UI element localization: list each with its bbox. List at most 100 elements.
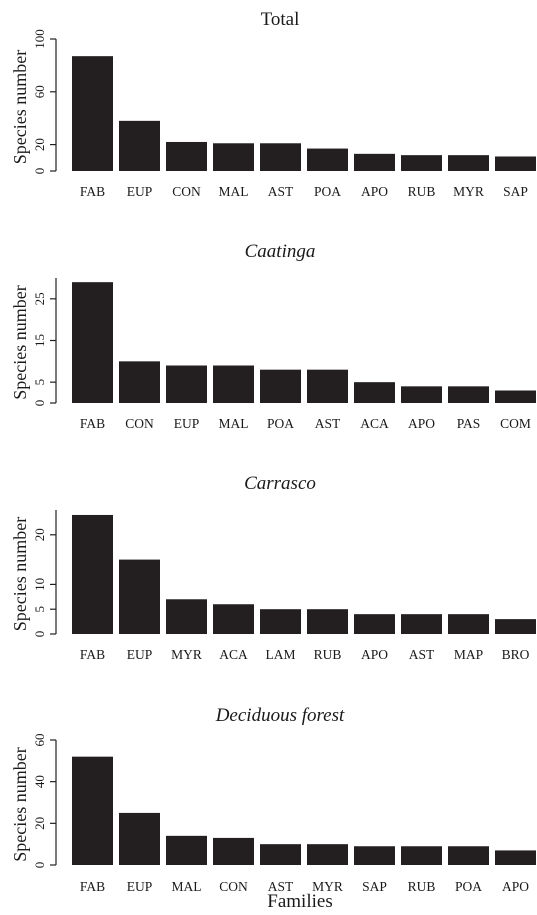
category-label: MYR xyxy=(171,647,202,662)
y-axis-label: Species number xyxy=(10,747,30,861)
bar-com xyxy=(495,390,536,403)
category-label: ACA xyxy=(360,416,389,431)
chart-title: Caatinga xyxy=(244,241,316,262)
category-label: ACA xyxy=(219,647,248,662)
y-tick-label: 0 xyxy=(32,631,47,638)
category-label: APO xyxy=(361,184,388,199)
bar-fab xyxy=(72,756,113,865)
bar-sap xyxy=(354,846,395,865)
bar-con xyxy=(213,837,254,865)
y-axis-label: Species number xyxy=(10,517,30,631)
bar-ast xyxy=(307,369,348,403)
bar-eup xyxy=(119,812,160,865)
category-label: EUP xyxy=(127,647,153,662)
bar-eup xyxy=(119,120,160,171)
bar-myr xyxy=(166,599,207,634)
category-label: SAP xyxy=(503,184,528,199)
category-label: CON xyxy=(172,184,201,199)
y-tick-label: 20 xyxy=(32,528,47,541)
category-label: MAL xyxy=(172,879,202,894)
category-label: POA xyxy=(314,184,341,199)
bar-map xyxy=(448,614,489,634)
y-tick-label: 60 xyxy=(32,734,47,747)
category-label: EUP xyxy=(174,416,200,431)
bar-ast xyxy=(401,614,442,634)
category-label: APO xyxy=(502,879,529,894)
category-label: FAB xyxy=(80,647,105,662)
chart-title: Total xyxy=(260,9,300,30)
bar-poa xyxy=(307,148,348,171)
category-label: MYR xyxy=(453,184,484,199)
bar-poa xyxy=(448,846,489,865)
bar-eup xyxy=(119,559,160,634)
category-label: POA xyxy=(267,416,294,431)
bar-myr xyxy=(307,844,348,865)
category-label: MAL xyxy=(219,184,249,199)
category-label: MYR xyxy=(312,879,343,894)
bar-lam xyxy=(260,609,301,634)
category-label: EUP xyxy=(127,184,153,199)
y-tick-label: 10 xyxy=(32,578,47,591)
chart-title: Deciduous forest xyxy=(215,705,345,726)
bar-mal xyxy=(213,365,254,403)
bar-fab xyxy=(72,514,113,634)
category-label: BRO xyxy=(502,647,530,662)
y-tick-label: 20 xyxy=(32,817,47,830)
bar-myr xyxy=(448,155,489,171)
y-axis-label: Species number xyxy=(10,50,30,164)
bar-ast xyxy=(260,844,301,865)
bar-apo xyxy=(354,153,395,171)
y-tick-label: 25 xyxy=(32,292,47,305)
category-label: APO xyxy=(361,647,388,662)
bar-apo xyxy=(495,850,536,865)
y-tick-label: 20 xyxy=(32,138,47,151)
category-label: AST xyxy=(268,879,294,894)
y-tick-label: 0 xyxy=(32,168,47,175)
y-tick-label: 60 xyxy=(32,85,47,98)
category-label: MAL xyxy=(219,416,249,431)
category-label: MAP xyxy=(454,647,483,662)
category-label: APO xyxy=(408,416,435,431)
category-label: AST xyxy=(268,184,294,199)
bar-con xyxy=(166,141,207,171)
bar-pas xyxy=(448,386,489,403)
category-label: PAS xyxy=(457,416,481,431)
bar-fab xyxy=(72,56,113,171)
category-label: FAB xyxy=(80,879,105,894)
bar-eup xyxy=(166,365,207,403)
bar-mal xyxy=(213,143,254,171)
y-tick-label: 5 xyxy=(32,606,47,613)
category-label: AST xyxy=(315,416,341,431)
bar-apo xyxy=(354,614,395,634)
category-label: CON xyxy=(219,879,248,894)
category-label: EUP xyxy=(127,879,153,894)
bar-aca xyxy=(213,604,254,634)
bar-poa xyxy=(260,369,301,403)
bar-con xyxy=(119,361,160,403)
bar-aca xyxy=(354,382,395,403)
category-label: CON xyxy=(125,416,154,431)
category-label: RUB xyxy=(408,879,436,894)
category-label: FAB xyxy=(80,184,105,199)
bar-fab xyxy=(72,282,113,403)
y-tick-label: 100 xyxy=(32,29,47,49)
chart-title: Carrasco xyxy=(244,473,316,494)
y-tick-label: 15 xyxy=(32,334,47,347)
category-label: AST xyxy=(409,647,435,662)
category-label: LAM xyxy=(266,647,296,662)
category-label: RUB xyxy=(314,647,342,662)
bar-sap xyxy=(495,156,536,171)
y-tick-label: 40 xyxy=(32,775,47,788)
bar-bro xyxy=(495,619,536,634)
y-tick-label: 5 xyxy=(32,379,47,386)
bar-mal xyxy=(166,835,207,865)
bar-rub xyxy=(307,609,348,634)
bar-ast xyxy=(260,143,301,171)
bar-rub xyxy=(401,155,442,171)
category-label: COM xyxy=(500,416,531,431)
category-label: FAB xyxy=(80,416,105,431)
